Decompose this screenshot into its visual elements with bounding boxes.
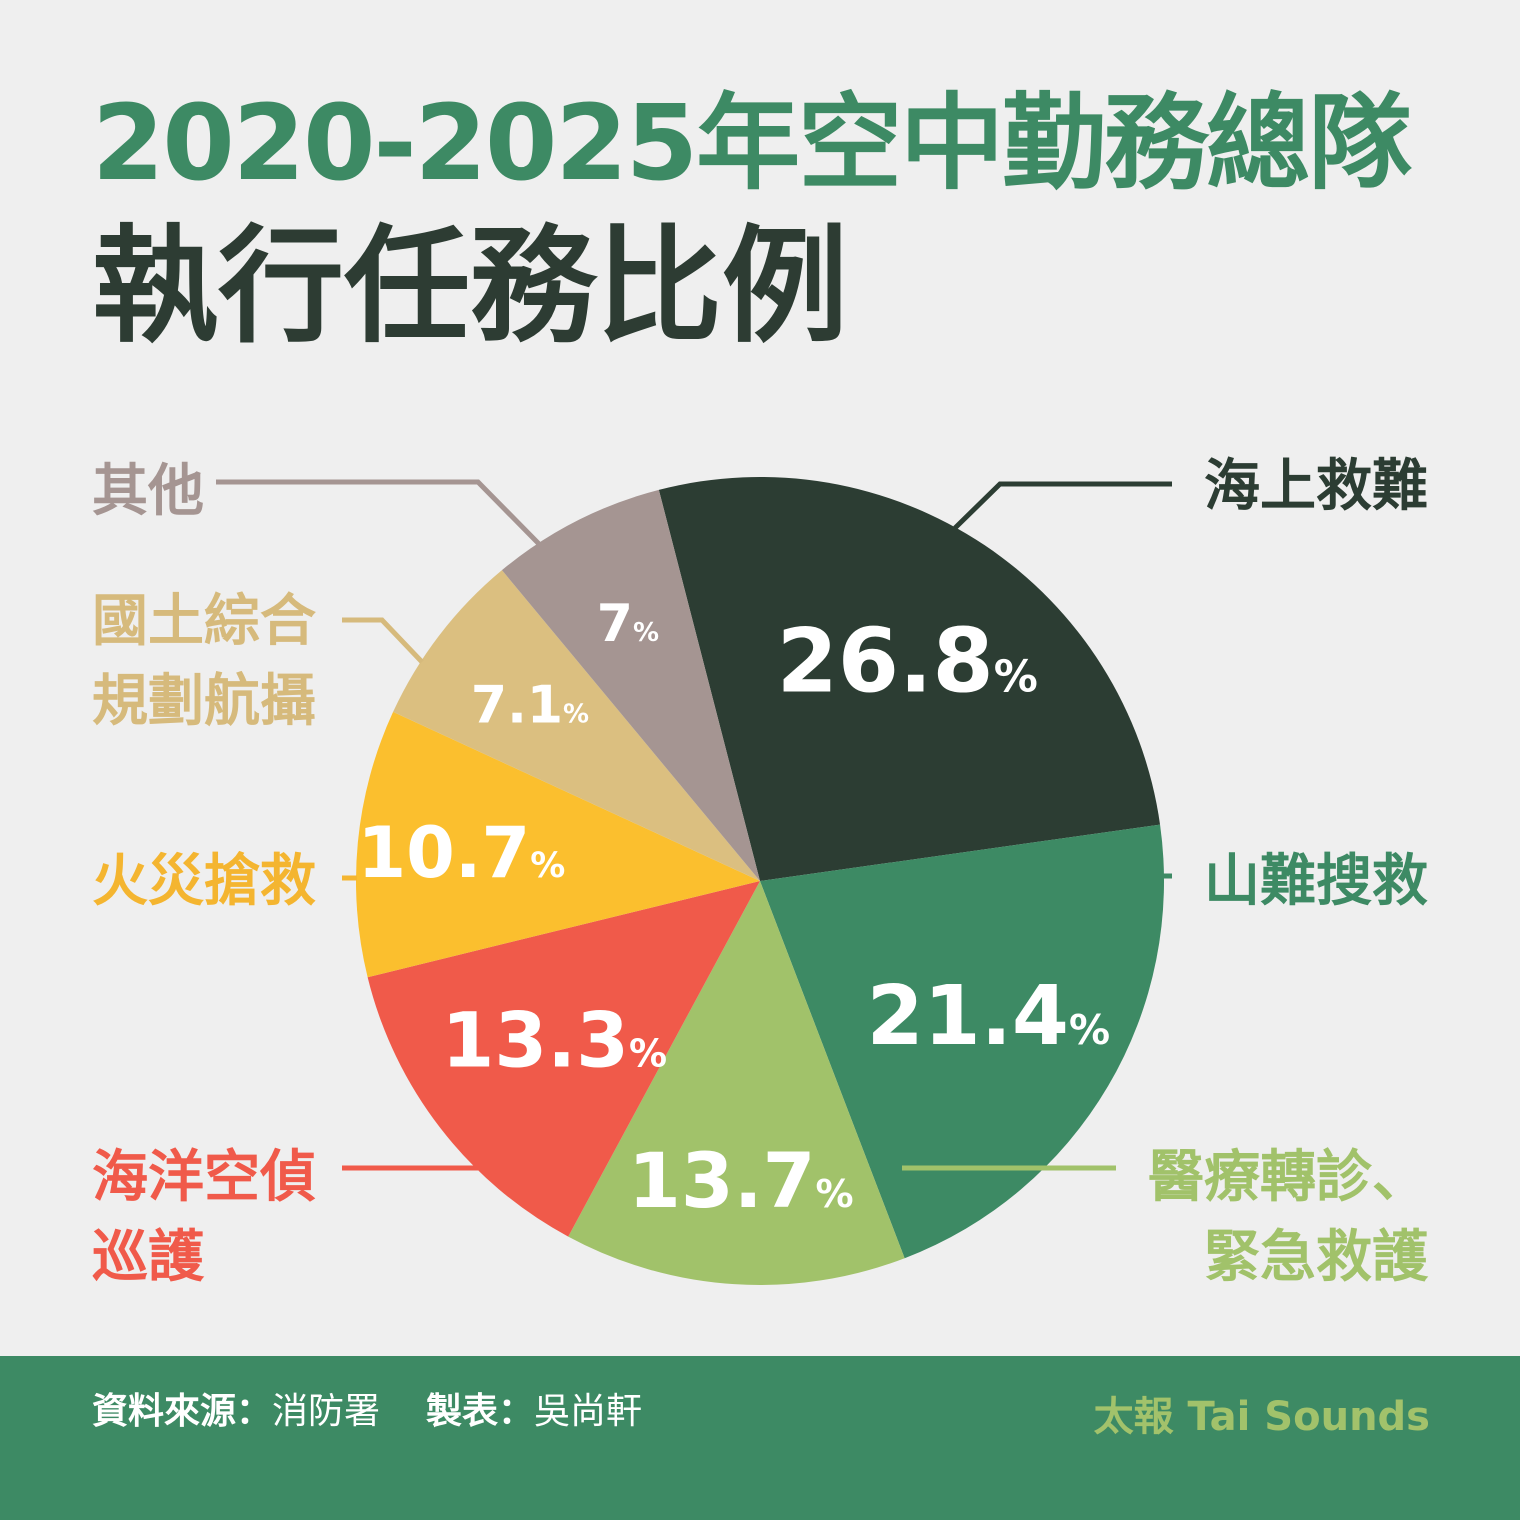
pie-chart: 26.8% 海上救難 21.4% 山難搜救 13.7% 醫療轉診、緊急救護 13.3% 海洋空… bbox=[92, 454, 1429, 1290]
brand-logo-text: 太報 Tai Sounds bbox=[1093, 1394, 1430, 1440]
footer-bar: 資料來源：消防署 製表：吳尚軒 太報 Tai Sounds bbox=[0, 1356, 1520, 1520]
author-label: 製表： bbox=[426, 1391, 535, 1432]
pie-slice-4 bbox=[367, 881, 760, 1237]
data-label-6: 7.1% bbox=[471, 676, 589, 736]
category-label-1-line-1: 海上救難 bbox=[1204, 454, 1428, 519]
category-label-4-line-1: 海洋空偵 bbox=[92, 1145, 316, 1210]
data-label-1: 26.8% bbox=[777, 609, 1038, 712]
leader-line-7 bbox=[216, 479, 542, 547]
data-label-7: 7% bbox=[597, 594, 659, 654]
pie-slice-7 bbox=[501, 489, 760, 881]
pie-slice-6 bbox=[393, 570, 760, 881]
chart-title-line2: 執行任務比例 bbox=[92, 213, 848, 360]
data-label-5: 10.7% bbox=[357, 812, 565, 894]
source-value: 消防署 bbox=[272, 1391, 381, 1432]
category-label-3-line-2: 緊急救護 bbox=[1204, 1225, 1429, 1290]
chart-title-line1: 2020-2025年空中勤務總隊 bbox=[92, 82, 1412, 204]
category-label-4-line-2: 巡護 bbox=[92, 1225, 205, 1290]
category-label-7-line-1: 其他 bbox=[92, 459, 204, 524]
category-label-6-line-2: 規劃航攝 bbox=[92, 669, 316, 734]
category-label-5-line-1: 火災搶救 bbox=[92, 849, 316, 914]
data-label-4: 13.3% bbox=[442, 996, 668, 1085]
author-value: 吳尚軒 bbox=[534, 1391, 643, 1432]
category-label-6-line-1: 國土綜合 bbox=[92, 589, 316, 654]
pie-slice-5 bbox=[356, 711, 760, 978]
data-label-3: 13.7% bbox=[628, 1136, 854, 1225]
title-block: 2020-2025年空中勤務總隊 執行任務比例 bbox=[92, 78, 1412, 362]
credits: 資料來源：消防署 製表：吳尚軒 bbox=[92, 1382, 642, 1434]
leader-line-6 bbox=[342, 617, 424, 664]
category-label-3-line-1: 醫療轉診、 bbox=[1148, 1145, 1428, 1210]
source-label: 資料來源： bbox=[92, 1391, 273, 1432]
pie-slice-2 bbox=[760, 824, 1164, 1259]
category-label-2-line-1: 山難搜救 bbox=[1204, 849, 1428, 914]
pie-slice-3 bbox=[568, 881, 905, 1285]
leader-line-1 bbox=[953, 481, 1172, 530]
data-label-2: 21.4% bbox=[867, 969, 1110, 1064]
pie-slice-1 bbox=[658, 476, 1161, 881]
